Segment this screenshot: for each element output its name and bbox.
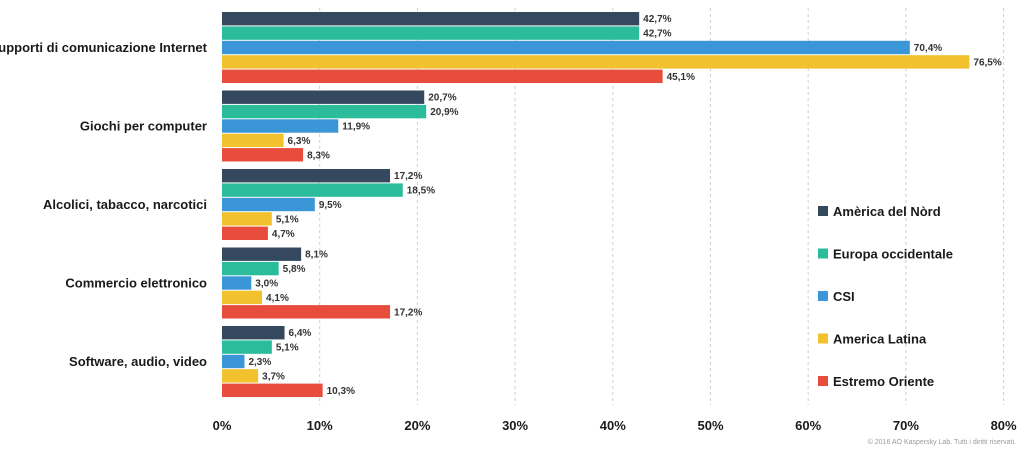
bar-value-label: 6,3% [288,136,311,147]
bar-value-label: 18,5% [407,186,435,197]
legend-swatch [818,248,828,259]
bar [222,55,970,69]
bar [222,354,245,369]
bar-value-label: 3,7% [262,371,285,382]
bar [222,369,259,383]
bar [222,290,263,305]
bar [222,261,279,276]
bar [222,119,339,133]
bar [222,183,403,197]
bar-value-label: 10,3% [327,386,355,397]
legend-label: America Latina [833,332,927,347]
bar [222,169,391,183]
x-tick-label: 60% [795,418,821,433]
bar-value-label: 45,1% [667,72,695,83]
bar-value-label: 6,4% [289,328,312,339]
bar-value-label: 76,5% [973,57,1001,68]
bar-value-label: 20,9% [430,107,458,118]
x-tick-label: 30% [502,418,528,433]
x-tick-label: 10% [307,418,333,433]
legend-swatch [818,206,828,216]
bar [222,26,640,40]
bar [222,12,640,26]
bar [222,148,304,162]
category-label: Alcolici, tabacco, narcotici [43,197,207,212]
bar [222,197,315,212]
bar [222,69,663,83]
bars: 42,7% 42,7% 70,4% 76,5% 45,1% 20,7% 20,9% 11,9%… [222,12,1002,397]
legend-item: Amèrica del Nòrd [818,204,941,219]
bar [222,383,323,397]
category-labels: Supporti di comunicazione Internet Giochi… [0,40,208,369]
legend-swatch [818,376,828,386]
category-label: Giochi per computer [80,119,207,134]
legend: Amèrica del Nòrd Europa occidentale CSI Ame… [818,204,953,389]
bar-group: 20,7% 20,9% 11,9% 6,3% 8,3% [222,90,459,162]
bar [222,226,268,240]
legend-item: CSI [818,289,855,304]
copyright-note: © 2016 AO Kaspersky Lab. Tutti i diritti… [867,439,1016,446]
x-tick-label: 80% [991,418,1017,433]
bar [222,104,427,119]
bar-value-label: 42,7% [643,14,671,25]
legend-item: America Latina [818,332,927,347]
bar-value-label: 2,3% [248,357,271,368]
bar-value-label: 11,9% [342,122,370,133]
bar [222,305,391,319]
bar-value-label: 70,4% [914,43,942,54]
bar-value-label: 3,0% [255,279,278,290]
bar-value-label: 42,7% [643,29,671,40]
bar [222,276,252,290]
legend-item: Estremo Oriente [818,374,934,389]
bar-value-label: 9,5% [319,200,342,211]
bar [222,40,910,55]
x-tick-label: 50% [697,418,723,433]
category-label: Commercio elettronico [65,276,207,291]
legend-label: CSI [833,289,855,304]
bar-value-label: 5,1% [276,343,299,354]
bar-group: 42,7% 42,7% 70,4% 76,5% 45,1% [222,12,1002,83]
x-tick-label: 70% [893,418,919,433]
legend-item: Europa occidentale [818,247,953,262]
legend-swatch [818,333,828,344]
bar-value-label: 17,2% [394,171,422,182]
legend-label: Europa occidentale [833,247,953,262]
bar-value-label: 17,2% [394,307,422,318]
legend-label: Estremo Oriente [833,374,934,389]
bar-value-label: 4,1% [266,293,289,304]
legend-swatch [818,291,828,301]
bar [222,133,284,148]
bar-value-label: 4,7% [272,229,295,240]
bar-value-label: 8,1% [305,250,328,261]
bar-group: 6,4% 5,1% 2,3% 3,7% 10,3% [222,326,355,397]
bar [222,326,285,340]
x-axis-tick-labels: 0% 10% 20% 30% 40% 50% 60% 70% 80% [213,418,1017,433]
bar [222,340,272,354]
bar [222,247,302,261]
bar-value-label: 8,3% [307,150,330,161]
x-tick-label: 20% [404,418,430,433]
bar-group: 17,2% 18,5% 9,5% 5,1% 4,7% [222,169,435,240]
bar-group: 8,1% 5,8% 3,0% 4,1% 17,2% [222,247,423,319]
bar-value-label: 5,1% [276,214,299,225]
category-label: Software, audio, video [69,354,207,369]
x-tick-label: 0% [213,418,232,433]
bar-value-label: 5,8% [283,264,306,275]
legend-label: Amèrica del Nòrd [833,204,941,219]
bar [222,212,272,226]
category-label: Supporti di comunicazione Internet [0,40,208,55]
bar-value-label: 20,7% [428,93,456,104]
x-tick-label: 40% [600,418,626,433]
bar [222,90,425,104]
